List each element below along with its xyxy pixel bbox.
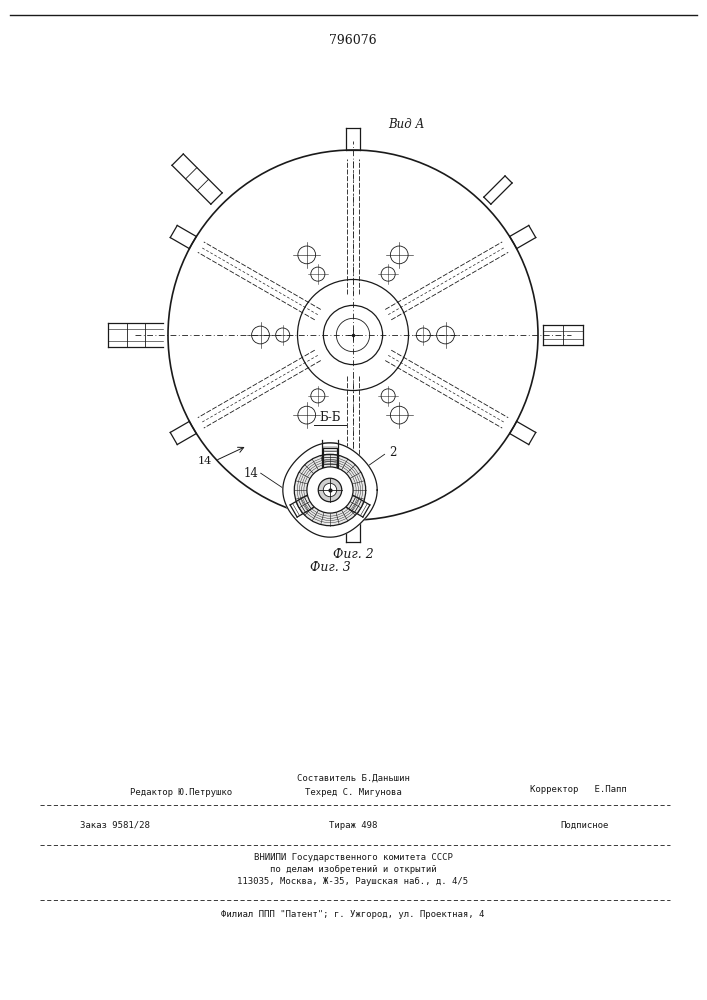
Text: Заказ 9581/28: Заказ 9581/28 (80, 820, 150, 830)
Circle shape (307, 467, 353, 513)
Text: Вид А: Вид А (388, 118, 424, 131)
Text: 2: 2 (389, 446, 396, 459)
Text: Подписное: Подписное (560, 820, 609, 830)
Text: Техред С. Мигунова: Техред С. Мигунова (305, 788, 402, 797)
Text: Тираж 498: Тираж 498 (329, 820, 378, 830)
Text: Составитель Б.Даньшин: Составитель Б.Даньшин (296, 774, 409, 783)
Text: по делам изобретений и открытий: по делам изобретений и открытий (269, 865, 436, 874)
Circle shape (294, 454, 366, 526)
Text: 113035, Москва, Ж-35, Раушская наб., д. 4/5: 113035, Москва, Ж-35, Раушская наб., д. … (238, 877, 469, 886)
Text: Корректор   Е.Папп: Корректор Е.Папп (530, 786, 626, 794)
Text: Филиал ППП "Патент"; г. Ужгород, ул. Проектная, 4: Филиал ППП "Патент"; г. Ужгород, ул. Про… (221, 910, 485, 919)
Text: ВНИИПИ Государственного комитета СССР: ВНИИПИ Государственного комитета СССР (254, 853, 452, 862)
Polygon shape (283, 443, 378, 537)
Text: Б-Б: Б-Б (320, 411, 341, 424)
Circle shape (323, 483, 337, 497)
Text: 796076: 796076 (329, 33, 377, 46)
Text: 14: 14 (198, 456, 212, 466)
Text: Фиг. 2: Фиг. 2 (332, 548, 373, 561)
Text: Редактор Ю.Петрушко: Редактор Ю.Петрушко (130, 788, 232, 797)
Text: Фиг. 3: Фиг. 3 (310, 561, 351, 574)
Circle shape (318, 478, 341, 502)
Text: 14: 14 (244, 467, 259, 480)
